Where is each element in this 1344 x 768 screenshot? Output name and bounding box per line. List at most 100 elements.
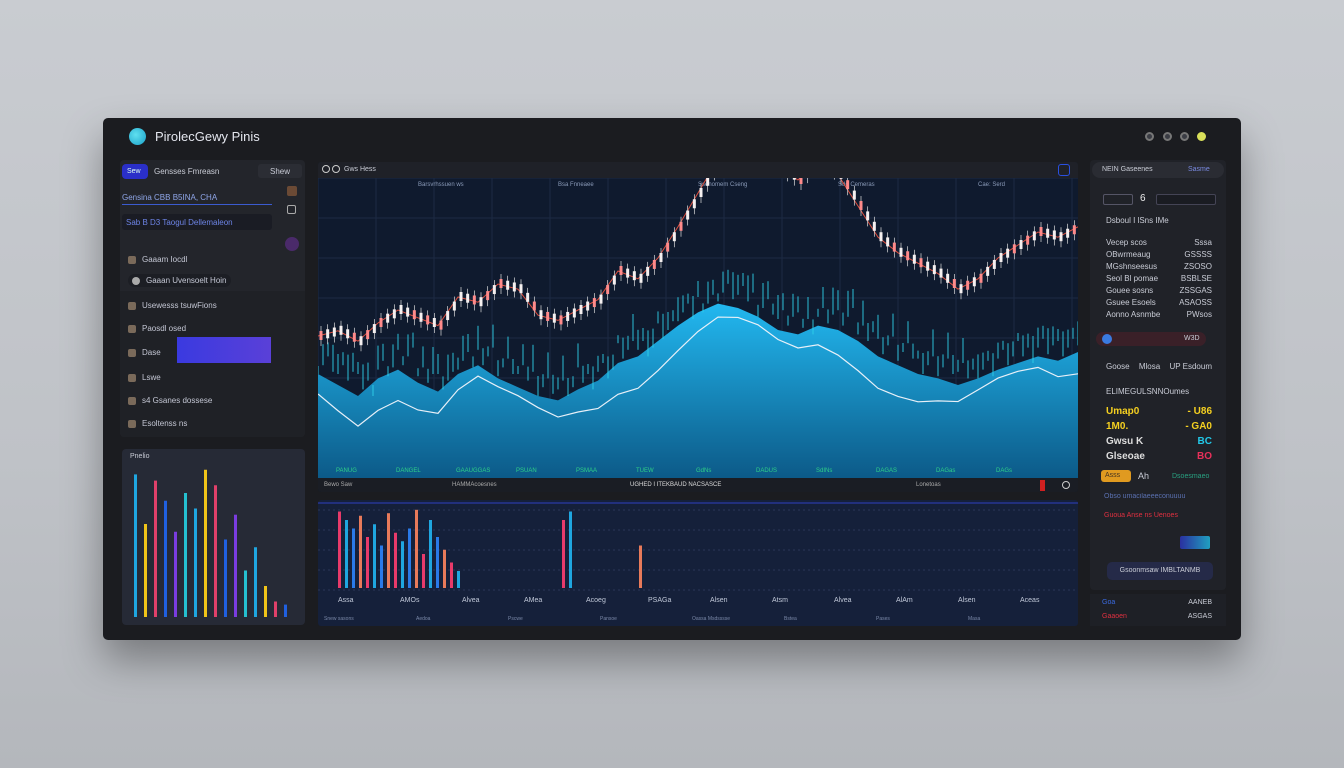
candlestick <box>1032 231 1036 241</box>
candlestick <box>619 266 623 275</box>
list-item[interactable]: Lswe <box>128 373 161 382</box>
candlestick <box>1072 225 1076 235</box>
volume-bar <box>450 562 453 588</box>
mini-bar <box>174 531 177 617</box>
x-axis-label: GdNs <box>696 468 711 474</box>
candlestick <box>426 315 430 325</box>
scroll-handle[interactable] <box>1040 480 1045 491</box>
list-item[interactable]: Gaaam Iocdl <box>128 255 187 264</box>
input-value[interactable]: 6 <box>1140 193 1146 204</box>
summary-row: Umap0 - U86 <box>1106 406 1212 417</box>
status-icon[interactable] <box>1197 132 1206 141</box>
stat-label: Gsuee Esoels <box>1106 298 1156 307</box>
right-bottom: Goa AANEB Gaaoen ASGAS <box>1090 594 1226 626</box>
volume-bar <box>394 532 397 588</box>
chart-title: Gws Hess <box>344 166 376 173</box>
mini-bar <box>284 604 287 617</box>
section-title: Dsboul I lSns IMe <box>1106 216 1169 225</box>
summary-value: - GA0 <box>1185 421 1212 432</box>
window-circle-icon[interactable] <box>1180 132 1189 141</box>
stat-value: GSSSS <box>1184 250 1212 259</box>
item-icon <box>128 348 136 357</box>
candlestick <box>472 295 476 305</box>
info-line: Obso umacilaeeeconuuuu <box>1104 493 1186 500</box>
mini-bar <box>204 469 207 617</box>
settings-icon[interactable] <box>1058 164 1070 176</box>
mini-bar <box>254 547 257 617</box>
alert-line: Guoua Anse ns Uenoes <box>1104 512 1178 519</box>
zoom-icon[interactable] <box>322 165 330 173</box>
x-axis-label: Alsen <box>958 597 976 604</box>
toggle-row[interactable]: W3D <box>1096 332 1206 346</box>
list-item[interactable]: Paosdl osed <box>128 324 186 333</box>
footer-label: Aedoa <box>416 616 431 622</box>
area-series <box>318 303 1078 478</box>
candlestick <box>526 292 530 302</box>
volume-bar <box>345 520 348 588</box>
search-input[interactable] <box>1156 194 1216 205</box>
list-item[interactable]: Esoltenss ns <box>128 419 187 428</box>
volume-bar <box>380 545 383 588</box>
candlestick <box>572 308 576 318</box>
candlestick <box>372 324 376 334</box>
mini-bar <box>164 500 167 617</box>
cta-button[interactable]: Gsoonmsaw IMBLTANMB <box>1107 562 1213 580</box>
moving-average-line <box>318 178 1078 342</box>
avatar-icon[interactable] <box>287 186 297 196</box>
list-item[interactable]: Usewesss tsuwFions <box>128 301 217 310</box>
stat-value: ZSSGAS <box>1179 286 1212 295</box>
shield-icon <box>132 276 140 285</box>
candlestick <box>566 311 570 321</box>
candlestick <box>612 275 616 285</box>
volume-bar <box>338 511 341 588</box>
copy-icon[interactable] <box>287 205 296 214</box>
volume-bar <box>352 528 355 588</box>
selection-highlight[interactable] <box>177 337 271 363</box>
stat-label: Vecep scos <box>1106 238 1147 247</box>
candlestick <box>599 294 603 304</box>
candlestick <box>799 178 803 184</box>
list-item[interactable]: s4 Gsanes dossese <box>128 396 212 405</box>
x-axis-label: Alvea <box>834 597 852 604</box>
list-item[interactable]: Gaaan Uvensoelt Hoin <box>128 274 231 287</box>
candlestick <box>966 280 970 290</box>
candlestick <box>532 301 536 311</box>
summary-label: Umap0 <box>1106 406 1140 417</box>
candlestick <box>932 265 936 275</box>
user-icon[interactable] <box>285 237 299 251</box>
x-axis-label: GAAUGGAS <box>456 468 490 474</box>
footer-label: Pases <box>876 616 890 622</box>
signal-line <box>318 316 1078 427</box>
tab-sew[interactable]: Sew <box>122 164 148 179</box>
x-axis-label: Assa <box>338 597 354 604</box>
badge-link[interactable]: Dsoesmaeo <box>1172 473 1210 480</box>
stat-row: Gouee sosns ZSSGAS <box>1106 286 1212 295</box>
app-logo-icon <box>129 128 146 145</box>
candlestick <box>959 284 963 294</box>
volume-chart[interactable]: Assa AMOs Alvea AMea Acoeg PSAGa Alsen Atsm Alve… <box>318 500 1078 626</box>
field-2[interactable]: Sab B D3 Taogul Dellemaleon <box>122 214 272 230</box>
candlestick <box>632 271 636 281</box>
window-circle-icon[interactable] <box>1145 132 1154 141</box>
footer-label: Masa <box>968 616 980 622</box>
circle-icon[interactable] <box>1062 481 1070 489</box>
settings-icon[interactable] <box>332 165 340 173</box>
stat-value: BSBLSE <box>1180 274 1212 283</box>
main-chart-panel: Gws Hess Barsvrhssuen ws Bsa Fnneaee Sseno… <box>318 162 1078 492</box>
mini-bar <box>244 570 247 617</box>
header-link[interactable]: Sasme <box>1188 166 1210 173</box>
field-1[interactable]: Gensina CBB B5INA, CHA <box>122 193 272 205</box>
candlestick <box>652 259 656 269</box>
action-icon[interactable] <box>1180 536 1210 549</box>
candlestick <box>872 221 876 231</box>
volume-bar <box>436 537 439 588</box>
list-item[interactable]: Dase <box>128 348 161 357</box>
top-label: Bsa Fnneaee <box>558 182 594 188</box>
input-box[interactable] <box>1103 194 1133 205</box>
window-circle-icon[interactable] <box>1163 132 1172 141</box>
candlestick <box>939 268 943 278</box>
tab-shew[interactable]: Shew <box>258 164 302 178</box>
price-chart[interactable]: Barsvrhssuen ws Bsa Fnneaee Ssenomem Cseng… <box>318 178 1078 478</box>
legend-item: Goose <box>1106 362 1130 371</box>
tab-gensses[interactable]: Gensses Fmreasn <box>154 167 220 176</box>
